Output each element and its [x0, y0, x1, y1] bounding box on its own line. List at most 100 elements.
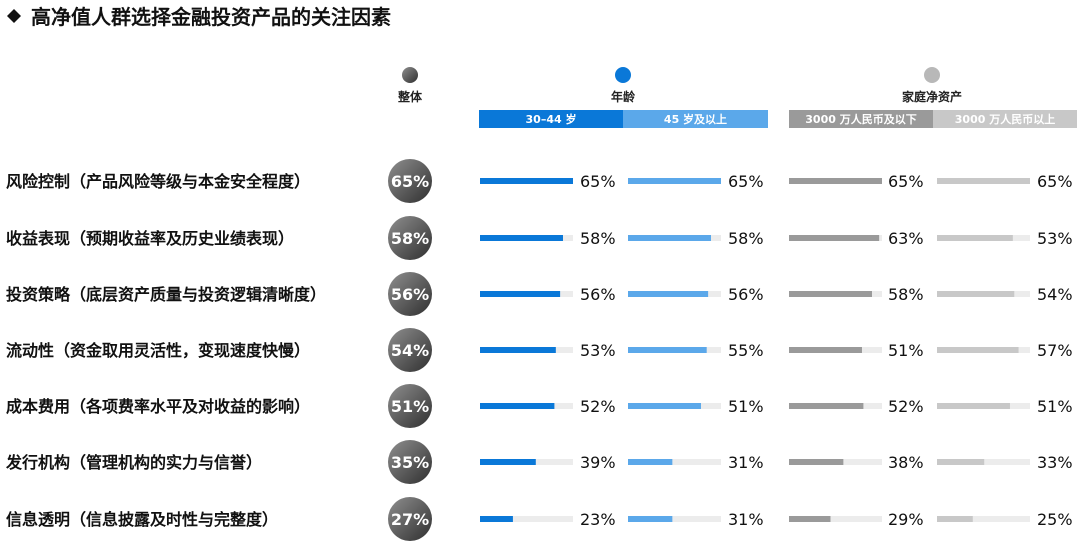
bar-fill-3-1 [480, 291, 561, 297]
overall-circle-4 [388, 328, 432, 372]
bar-value-1-3: 65% [888, 172, 924, 191]
row-label-6: 发行机构（管理机构的实力与信誉） [5, 453, 262, 472]
title-diamond-icon [7, 9, 21, 23]
group-header-bg-1 [479, 110, 623, 128]
bar-fill-2-3 [789, 235, 880, 241]
bar-value-2-4: 53% [1037, 229, 1073, 248]
group-header-4: 3000 万人民币以上 [933, 110, 1077, 128]
bar-fill-4-4 [937, 347, 1019, 353]
group-header-label-2: 45 岁及以上 [664, 112, 727, 126]
overall-value-6: 35% [391, 453, 429, 472]
bar-value-4-2: 55% [728, 341, 764, 360]
bar-track-7-3 [789, 516, 882, 522]
bar-fill-4-3 [789, 347, 862, 353]
legend-marker-2 [615, 67, 631, 83]
legend-marker-1 [402, 67, 418, 83]
legend: 整体 年龄 家庭净资产 [397, 67, 962, 104]
bar-value-6-4: 33% [1037, 453, 1073, 472]
bar-value-7-1: 23% [580, 510, 616, 529]
bar-value-3-4: 54% [1037, 285, 1073, 304]
bar-fill-6-3 [789, 459, 844, 465]
bar-value-2-1: 58% [580, 229, 616, 248]
bar-fill-3-3 [789, 291, 872, 297]
legend-item-1: 整体 [397, 67, 423, 104]
row-label-3: 投资策略（底层资产质量与投资逻辑清晰度） [6, 285, 326, 304]
bar-value-4-4: 57% [1037, 341, 1073, 360]
bar-value-5-3: 52% [888, 397, 924, 416]
bar-value-3-3: 58% [888, 285, 924, 304]
chart-title: 高净值人群选择金融投资产品的关注因素 [31, 5, 391, 29]
bar-track-6-2 [628, 459, 721, 465]
bar-fill-1-1 [480, 178, 573, 184]
bar-value-1-1: 65% [580, 172, 616, 191]
group-header-label-1: 30–44 岁 [526, 112, 577, 126]
overall-circle-1 [388, 159, 432, 203]
legend-item-3: 家庭净资产 [902, 67, 962, 104]
bar-value-7-4: 25% [1037, 510, 1073, 529]
bar-fill-4-2 [628, 347, 707, 353]
chart-rows: 风险控制（产品风险等级与本金安全程度） 65% 65% 65% 65% 65% 收益表现（预… [5, 159, 1073, 541]
bar-fill-2-1 [480, 235, 563, 241]
bar-fill-7-4 [937, 516, 973, 522]
bar-value-5-1: 52% [580, 397, 616, 416]
bar-value-7-2: 31% [728, 510, 764, 529]
bar-value-4-3: 51% [888, 341, 924, 360]
legend-label-1: 整体 [397, 89, 423, 104]
legend-marker-3 [924, 67, 940, 83]
chart-row-2: 收益表现（预期收益率及历史业绩表现） 58% 58% 58% 63% 53% [6, 216, 1073, 260]
row-label-2: 收益表现（预期收益率及历史业绩表现） [6, 229, 294, 248]
bar-fill-3-2 [628, 291, 709, 297]
bar-value-6-1: 39% [580, 453, 616, 472]
bar-value-5-4: 51% [1037, 397, 1073, 416]
legend-label-2: 年龄 [611, 89, 636, 104]
legend-label-3: 家庭净资产 [902, 89, 962, 104]
overall-value-4: 54% [391, 341, 429, 360]
row-label-5: 成本费用（各项费率水平及对收益的影响） [6, 397, 310, 416]
bar-fill-5-4 [937, 403, 1010, 409]
bar-fill-5-3 [789, 403, 864, 409]
bar-fill-1-4 [937, 178, 1030, 184]
bar-value-7-3: 29% [888, 510, 924, 529]
row-label-4: 流动性（资金取用灵活性，变现速度快慢） [6, 341, 310, 360]
bar-fill-6-4 [937, 459, 985, 465]
bar-fill-5-2 [628, 403, 701, 409]
overall-circle-2 [388, 216, 432, 260]
bar-value-6-2: 31% [728, 453, 764, 472]
chart-row-4: 流动性（资金取用灵活性，变现速度快慢） 54% 53% 55% 51% 57% [6, 328, 1073, 372]
bar-track-7-4 [937, 516, 1030, 522]
chart-row-3: 投资策略（底层资产质量与投资逻辑清晰度） 56% 56% 56% 58% 54% [6, 272, 1073, 316]
bar-value-5-2: 51% [728, 397, 764, 416]
overall-circle-6 [388, 440, 432, 484]
bar-fill-1-3 [789, 178, 882, 184]
group-header-label-4: 3000 万人民币以上 [955, 112, 1055, 126]
overall-circle-3 [388, 272, 432, 316]
group-header-2: 45 岁及以上 [623, 110, 768, 128]
bar-fill-2-4 [937, 235, 1013, 241]
overall-value-5: 51% [391, 397, 429, 416]
group-headers: 30–44 岁 45 岁及以上 3000 万人民币及以下 3000 万人民币以上 [479, 110, 1077, 128]
group-header-bg-2 [623, 110, 768, 128]
overall-value-7: 27% [391, 510, 429, 529]
group-header-1: 30–44 岁 [479, 110, 623, 128]
chart-row-6: 发行机构（管理机构的实力与信誉） 35% 39% 31% 38% 33% [5, 440, 1073, 484]
overall-circle-5 [388, 384, 432, 428]
bar-fill-6-2 [628, 459, 673, 465]
bar-fill-6-1 [480, 459, 536, 465]
chart-row-7: 信息透明（信息披露及时性与完整度） 27% 23% 31% 29% 25% [6, 497, 1073, 541]
bar-value-4-1: 53% [580, 341, 616, 360]
group-header-3: 3000 万人民币及以下 [789, 110, 933, 128]
overall-value-2: 58% [391, 229, 429, 248]
bar-value-6-3: 38% [888, 453, 924, 472]
row-label-7: 信息透明（信息披露及时性与完整度） [6, 510, 278, 529]
bar-track-7-2 [628, 516, 721, 522]
group-header-label-3: 3000 万人民币及以下 [805, 112, 916, 126]
title-group: 高净值人群选择金融投资产品的关注因素 [7, 5, 391, 29]
overall-circle-7 [388, 497, 432, 541]
bar-value-1-4: 65% [1037, 172, 1073, 191]
group-header-bg-4 [933, 110, 1077, 128]
row-label-1: 风险控制（产品风险等级与本金安全程度） [6, 172, 310, 191]
legend-item-2: 年龄 [611, 67, 636, 104]
bar-fill-2-2 [628, 235, 711, 241]
